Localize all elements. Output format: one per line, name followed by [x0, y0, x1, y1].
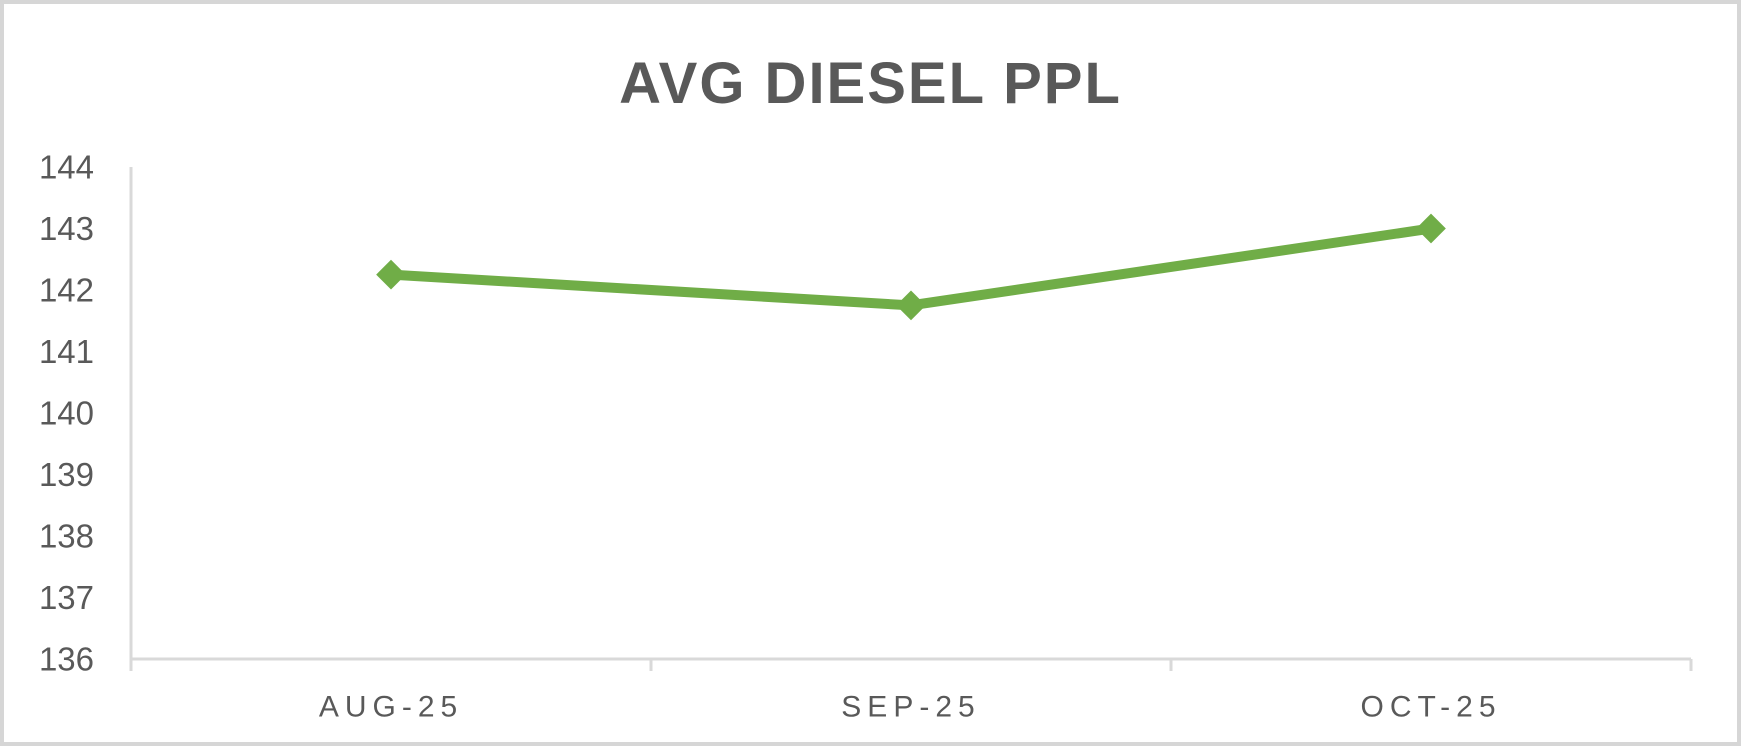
y-axis-tick-label: 137	[39, 579, 94, 616]
y-axis-tick-label: 144	[39, 149, 94, 186]
y-axis-tick-label: 140	[39, 395, 94, 432]
y-axis-tick-label: 138	[39, 518, 94, 555]
data-point-marker	[376, 259, 406, 290]
y-axis-tick-label: 143	[39, 210, 94, 247]
x-axis-category-label: SEP-25	[841, 691, 980, 724]
line-chart-plot: 136 137 138 139 140 141 142 143 144 AUG-25 SEP-25 O…	[39, 149, 1693, 724]
x-axis-category-label: AUG-25	[319, 691, 463, 724]
y-axis-tick-label: 142	[39, 272, 94, 309]
x-axis-category-label: OCT-25	[1360, 691, 1501, 724]
y-axis-tick-label: 136	[39, 641, 94, 678]
y-axis-tick-label: 141	[39, 333, 94, 370]
data-point-marker	[896, 290, 926, 321]
chart-title: AVG DIESEL PPL	[619, 51, 1122, 116]
data-point-marker	[1416, 213, 1446, 244]
y-axis-tick-label: 139	[39, 456, 94, 493]
